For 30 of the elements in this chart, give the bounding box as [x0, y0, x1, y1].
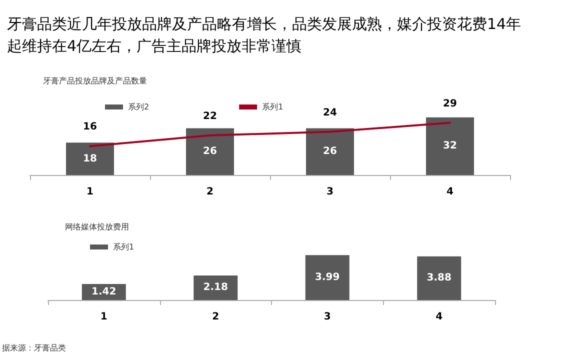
data-label: 22 — [203, 110, 217, 122]
text: 据来源：牙膏品类 — [2, 344, 66, 352]
data-label: 3.99 — [315, 272, 340, 284]
data-label: 29 — [443, 98, 457, 110]
data-label: 32 — [443, 140, 457, 152]
bar — [194, 275, 238, 300]
data-label: 3.88 — [426, 272, 452, 284]
x-tick-label: 1 — [86, 186, 94, 198]
x-tick-label: 1 — [100, 312, 108, 322]
data-label: 24 — [323, 107, 337, 118]
x-tick-label: 3 — [326, 186, 334, 198]
x-tick-label: 2 — [212, 312, 220, 322]
data-label: 26 — [323, 146, 337, 158]
data-label: 16 — [83, 122, 97, 133]
x-tick-label: 4 — [446, 186, 454, 198]
bar — [417, 256, 462, 300]
legend-label: 系列2 — [128, 102, 150, 112]
data-label: 2.18 — [203, 282, 228, 294]
data-label: 18 — [83, 153, 97, 164]
chart-subtitle: 牙膏产品投放品牌及产品数量 — [43, 76, 147, 86]
chart-subtitle: 网络媒体投放费用 — [65, 222, 129, 232]
bar — [305, 255, 350, 300]
legend-label: 系列1 — [262, 102, 284, 112]
chart-title: 牙膏品类近几年投放品牌及产品略有增长，品类发展成熟，媒介投资花费14年起维持在4亿左右，广告主品牌投放非常谨慎 — [7, 15, 522, 55]
x-tick-label: 3 — [324, 312, 331, 322]
x-tick-label: 2 — [206, 186, 214, 198]
x-tick-label: 4 — [436, 312, 443, 322]
data-label: 1.42 — [92, 286, 116, 298]
legend-label: 系列1 — [113, 242, 134, 252]
data-label: 26 — [203, 146, 217, 158]
